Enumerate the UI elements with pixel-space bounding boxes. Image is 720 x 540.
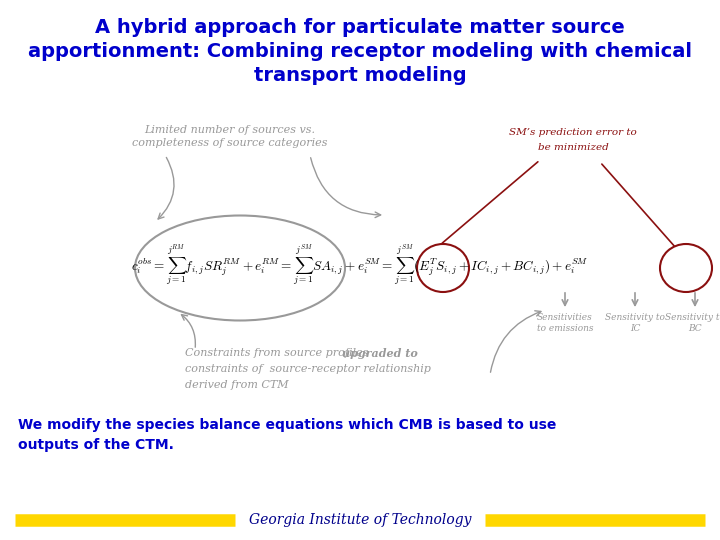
Text: Sensitivities
to emissions: Sensitivities to emissions: [536, 313, 593, 333]
Text: Constraints from source profiles: Constraints from source profiles: [185, 348, 372, 358]
Text: A hybrid approach for particulate matter source: A hybrid approach for particulate matter…: [95, 18, 625, 37]
Text: Georgia Institute of Technology: Georgia Institute of Technology: [248, 513, 472, 527]
Text: apportionment: Combining receptor modeling with chemical: apportionment: Combining receptor modeli…: [28, 42, 692, 61]
Text: Sensitivity to
IC: Sensitivity to IC: [605, 313, 665, 333]
Text: be minimized: be minimized: [538, 143, 608, 152]
Text: Sensitivity to
BC: Sensitivity to BC: [665, 313, 720, 333]
Text: derived from CTM: derived from CTM: [185, 380, 289, 390]
Text: outputs of the CTM.: outputs of the CTM.: [18, 438, 174, 452]
Text: upgraded to: upgraded to: [342, 348, 418, 359]
Text: We modify the species balance equations which CMB is based to use: We modify the species balance equations …: [18, 418, 557, 432]
Text: Limited number of sources vs.
completeness of source categories: Limited number of sources vs. completene…: [132, 125, 328, 148]
Text: $c_i^{obs} = \sum_{j=1}^{j^{RM}} f_{i,j} SR_j^{RM} + e_i^{RM} = \sum_{j=1}^{j^{S: $c_i^{obs} = \sum_{j=1}^{j^{RM}} f_{i,j}…: [131, 242, 589, 288]
Text: constraints of  source-receptor relationship: constraints of source-receptor relations…: [185, 364, 431, 374]
Text: SM’s prediction error to: SM’s prediction error to: [509, 128, 637, 137]
Text: transport modeling: transport modeling: [253, 66, 467, 85]
